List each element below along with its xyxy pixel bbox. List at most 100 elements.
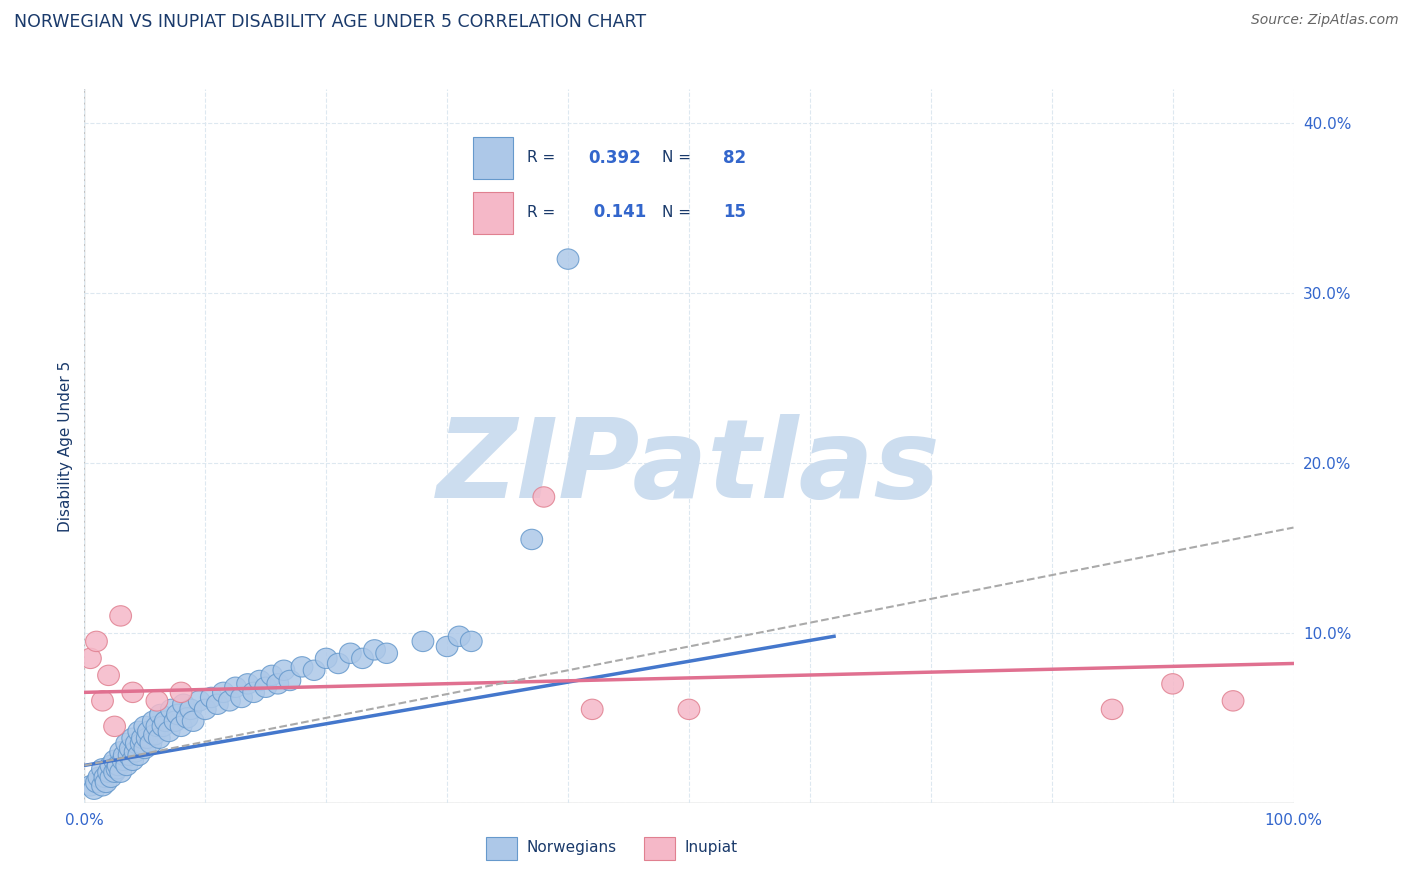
Ellipse shape xyxy=(118,745,141,765)
Y-axis label: Disability Age Under 5: Disability Age Under 5 xyxy=(58,360,73,532)
Ellipse shape xyxy=(122,682,143,703)
Ellipse shape xyxy=(146,716,167,737)
Ellipse shape xyxy=(122,750,143,771)
Ellipse shape xyxy=(141,733,162,754)
Ellipse shape xyxy=(149,728,170,748)
Ellipse shape xyxy=(218,690,240,711)
Ellipse shape xyxy=(412,632,434,651)
Ellipse shape xyxy=(225,677,246,698)
Ellipse shape xyxy=(678,699,700,720)
Text: Norwegians: Norwegians xyxy=(527,840,617,855)
Ellipse shape xyxy=(1101,699,1123,720)
Ellipse shape xyxy=(291,657,314,677)
Ellipse shape xyxy=(91,776,114,796)
Ellipse shape xyxy=(97,665,120,686)
Ellipse shape xyxy=(104,762,125,782)
Ellipse shape xyxy=(91,758,114,779)
Ellipse shape xyxy=(149,705,172,724)
Ellipse shape xyxy=(91,690,114,711)
Ellipse shape xyxy=(183,711,204,731)
Ellipse shape xyxy=(249,670,270,690)
Ellipse shape xyxy=(533,487,555,508)
Ellipse shape xyxy=(110,762,132,782)
Ellipse shape xyxy=(170,682,193,703)
Ellipse shape xyxy=(100,756,122,776)
Ellipse shape xyxy=(138,722,159,741)
Ellipse shape xyxy=(146,690,167,711)
Ellipse shape xyxy=(136,728,157,748)
Ellipse shape xyxy=(212,682,235,703)
Text: 0.141: 0.141 xyxy=(588,203,647,221)
Ellipse shape xyxy=(105,758,128,779)
Ellipse shape xyxy=(207,694,228,714)
Ellipse shape xyxy=(142,711,165,731)
Ellipse shape xyxy=(165,711,186,731)
Ellipse shape xyxy=(115,756,138,776)
Ellipse shape xyxy=(243,682,264,703)
Text: Source: ZipAtlas.com: Source: ZipAtlas.com xyxy=(1251,13,1399,28)
Text: 82: 82 xyxy=(723,149,747,167)
Ellipse shape xyxy=(97,762,120,782)
Ellipse shape xyxy=(1161,673,1184,694)
Ellipse shape xyxy=(128,722,149,741)
Ellipse shape xyxy=(115,733,138,754)
Text: R =: R = xyxy=(527,205,560,219)
Ellipse shape xyxy=(86,772,107,793)
Bar xyxy=(486,837,517,860)
Text: R =: R = xyxy=(527,150,560,165)
Text: 0.392: 0.392 xyxy=(588,149,641,167)
Ellipse shape xyxy=(155,711,176,731)
Ellipse shape xyxy=(104,750,125,771)
Ellipse shape xyxy=(304,660,325,681)
Ellipse shape xyxy=(125,733,148,754)
Ellipse shape xyxy=(152,716,174,737)
Text: N =: N = xyxy=(662,150,696,165)
Ellipse shape xyxy=(194,699,217,720)
Ellipse shape xyxy=(278,670,301,690)
Ellipse shape xyxy=(231,687,253,707)
Ellipse shape xyxy=(122,728,143,748)
Ellipse shape xyxy=(449,626,470,647)
Ellipse shape xyxy=(176,707,198,728)
Bar xyxy=(472,192,513,234)
Ellipse shape xyxy=(188,690,209,711)
Text: NORWEGIAN VS INUPIAT DISABILITY AGE UNDER 5 CORRELATION CHART: NORWEGIAN VS INUPIAT DISABILITY AGE UNDE… xyxy=(14,13,647,31)
Ellipse shape xyxy=(201,687,222,707)
Ellipse shape xyxy=(107,756,129,776)
Ellipse shape xyxy=(170,716,193,737)
Text: 15: 15 xyxy=(723,203,747,221)
Ellipse shape xyxy=(267,673,288,694)
Ellipse shape xyxy=(180,699,201,720)
Ellipse shape xyxy=(352,648,374,669)
Ellipse shape xyxy=(80,648,101,669)
Ellipse shape xyxy=(315,648,337,669)
Ellipse shape xyxy=(328,653,349,673)
Ellipse shape xyxy=(273,660,295,681)
Ellipse shape xyxy=(173,694,194,714)
Ellipse shape xyxy=(581,699,603,720)
Ellipse shape xyxy=(128,745,149,765)
Ellipse shape xyxy=(1222,690,1244,711)
Ellipse shape xyxy=(132,728,153,748)
Ellipse shape xyxy=(157,722,180,741)
Ellipse shape xyxy=(80,776,101,796)
Text: Inupiat: Inupiat xyxy=(685,840,738,855)
Ellipse shape xyxy=(134,739,156,758)
Ellipse shape xyxy=(460,632,482,651)
Ellipse shape xyxy=(520,529,543,549)
Ellipse shape xyxy=(131,733,152,754)
Ellipse shape xyxy=(112,750,134,771)
Ellipse shape xyxy=(96,772,117,793)
Ellipse shape xyxy=(436,636,458,657)
Ellipse shape xyxy=(160,699,183,720)
Ellipse shape xyxy=(120,739,141,758)
Ellipse shape xyxy=(557,249,579,269)
Ellipse shape xyxy=(94,767,115,788)
Ellipse shape xyxy=(236,673,259,694)
Ellipse shape xyxy=(83,779,105,799)
Bar xyxy=(472,137,513,179)
Ellipse shape xyxy=(143,724,166,745)
Ellipse shape xyxy=(375,643,398,664)
Ellipse shape xyxy=(254,677,277,698)
Ellipse shape xyxy=(166,705,188,724)
